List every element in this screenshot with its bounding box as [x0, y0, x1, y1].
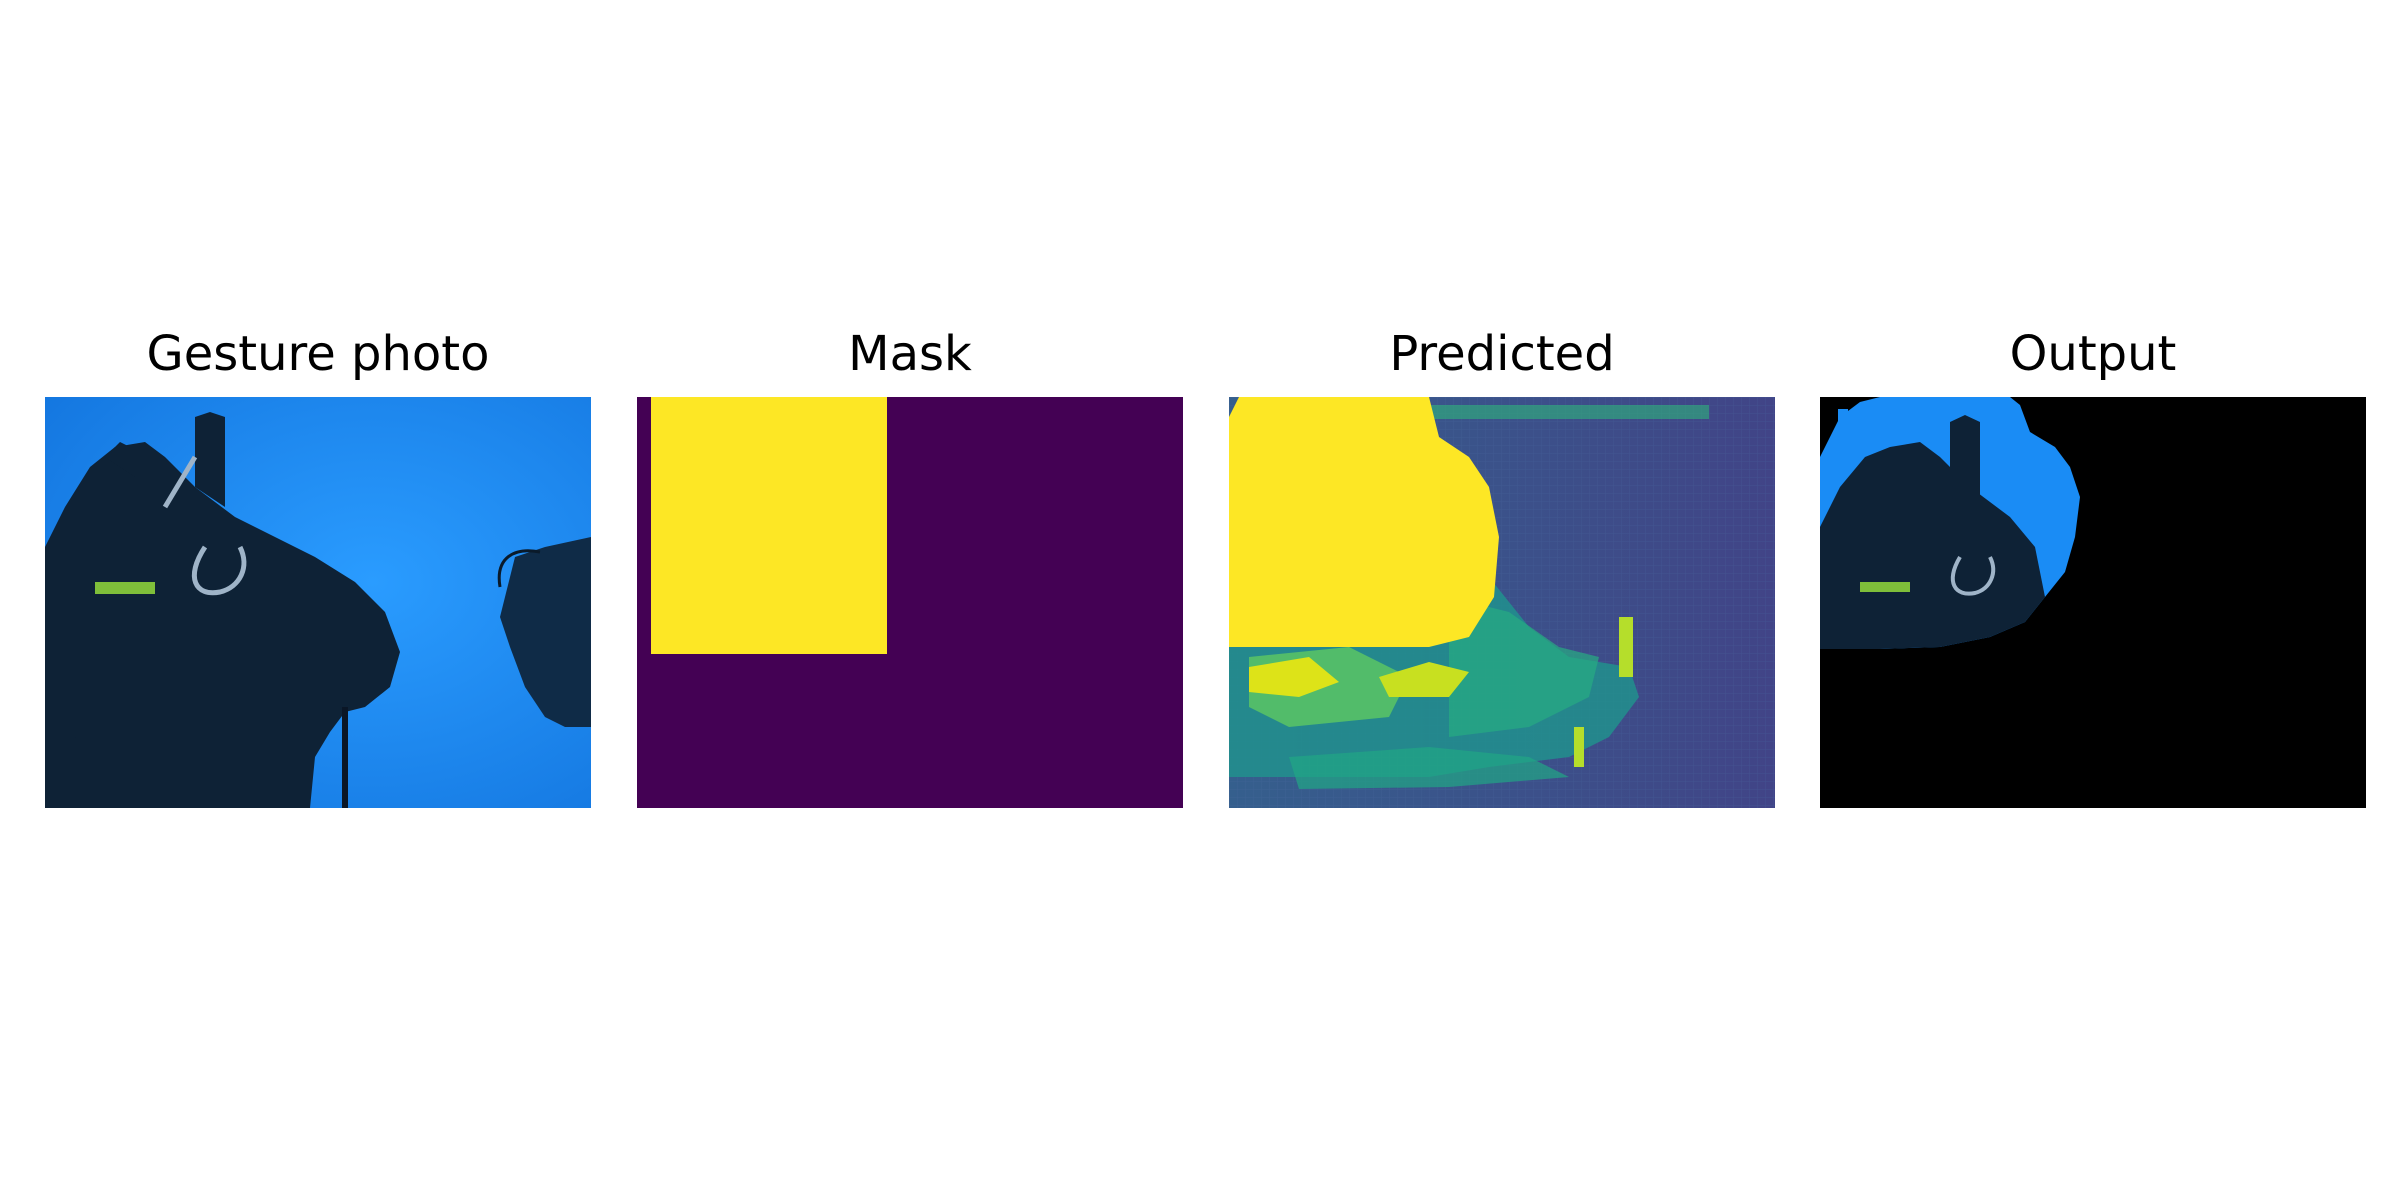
- predicted-hot-region: [1229, 397, 1499, 647]
- vertical-streak: [1619, 617, 1633, 677]
- panel-title-mask: Mask: [848, 326, 972, 382]
- mask-box: [651, 397, 887, 654]
- mask-image: [637, 397, 1183, 808]
- diver-silhouette: [45, 412, 400, 808]
- top-band: [1429, 405, 1709, 419]
- panel-title-predicted: Predicted: [1389, 326, 1615, 382]
- gesture-photo-image: [45, 397, 591, 808]
- predicted-heatmap: [1229, 397, 1775, 808]
- diver-details: [162, 455, 247, 596]
- output-revealed-region: [1820, 397, 2080, 649]
- panel-title-gesture-photo: Gesture photo: [146, 326, 490, 382]
- second-diver: [500, 537, 591, 727]
- predicted-mid-region: [1229, 547, 1639, 789]
- panel-title-output: Output: [2009, 326, 2177, 382]
- output-image: [1820, 397, 2366, 808]
- green-strap: [95, 582, 155, 594]
